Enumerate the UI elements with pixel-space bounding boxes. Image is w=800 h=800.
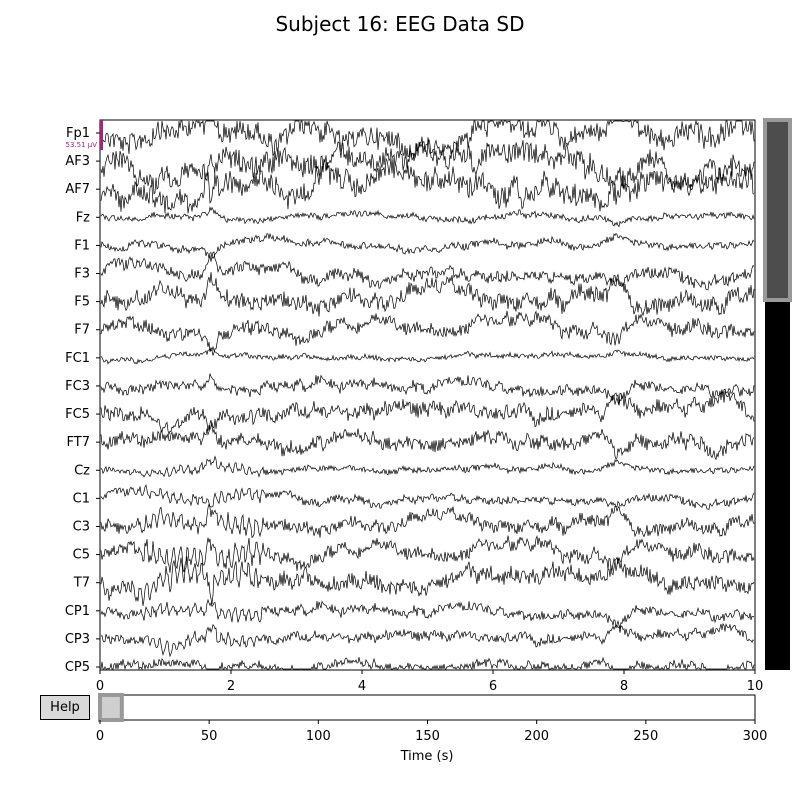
chart-title: Subject 16: EEG Data SD: [275, 12, 525, 36]
overview-tick-label: 150: [415, 729, 440, 744]
channel-label: FC3: [65, 379, 90, 394]
eeg-trace-f1: [100, 232, 755, 262]
eeg-traces: [100, 119, 755, 671]
channel-label: F3: [74, 267, 90, 282]
x-tick-label: 6: [489, 679, 497, 694]
channel-label: F7: [74, 323, 90, 338]
eeg-trace-af3: [100, 137, 755, 205]
channel-label: CP3: [65, 632, 90, 647]
channel-scrollbar-thumb[interactable]: [763, 118, 792, 302]
eeg-trace-c5: [100, 534, 755, 573]
x-tick-label: 4: [358, 679, 366, 694]
channel-label: C1: [73, 491, 90, 506]
channel-label: CP5: [65, 660, 90, 675]
eeg-trace-t7: [100, 556, 755, 606]
eeg-trace-fc5: [100, 390, 755, 436]
x-tick-label: 10: [747, 679, 764, 694]
eeg-trace-fz: [100, 205, 755, 228]
x-tick-label: 0: [96, 679, 104, 694]
eeg-trace-f7: [100, 310, 755, 356]
help-button[interactable]: Help: [40, 695, 90, 720]
x-tick-label: 2: [227, 679, 235, 694]
time-overview-bar[interactable]: [99, 694, 756, 721]
eeg-trace-fc1: [100, 345, 755, 365]
overview-tick-label: 50: [201, 729, 218, 744]
scale-bar: [100, 120, 103, 150]
eeg-trace-af7: [100, 154, 755, 214]
channel-label: AF3: [65, 154, 90, 169]
eeg-trace-ft7: [100, 419, 755, 461]
eeg-trace-fc3: [100, 373, 755, 406]
overview-tick-label: 100: [306, 729, 331, 744]
overview-tick-label: 200: [524, 729, 549, 744]
channel-label: F1: [74, 238, 90, 253]
eeg-trace-f3: [100, 251, 755, 291]
time-overview-window[interactable]: [98, 693, 124, 722]
channel-label: Fp1: [66, 126, 90, 141]
eeg-trace-f5: [100, 272, 755, 317]
eeg-trace-cz: [100, 455, 755, 478]
eeg-trace-cp3: [100, 622, 755, 658]
eeg-trace-cp5: [100, 656, 755, 671]
channel-label: CP1: [65, 604, 90, 619]
channel-label: FC1: [65, 351, 90, 366]
channel-label: C3: [73, 519, 90, 534]
eeg-trace-c1: [100, 484, 755, 510]
channel-label: FC5: [65, 407, 90, 422]
eeg-trace-cp1: [100, 598, 755, 630]
channel-labels: Fp1 AF3 AF7 Fz F1 F3 F5 F7 FC1 FC3 FC5 FT7 Cz C1 C3 C5 T…: [65, 126, 100, 675]
channel-label: Fz: [76, 210, 90, 225]
channel-label: T7: [73, 576, 90, 591]
eeg-trace-c3: [100, 503, 755, 539]
channel-label: F5: [74, 295, 90, 310]
overview-tick-label: 250: [633, 729, 658, 744]
overview-tick-label: 0: [96, 729, 104, 744]
overview-axis-ticks: 0 50 100 150 200 250 300: [96, 720, 768, 744]
overview-xlabel: Time (s): [400, 749, 454, 764]
x-tick-label: 8: [620, 679, 628, 694]
overview-tick-label: 300: [743, 729, 768, 744]
channel-label: FT7: [67, 435, 90, 450]
channel-label: Cz: [74, 463, 90, 478]
channel-label: C5: [73, 548, 90, 563]
scale-bar-label: 53.51 µV: [65, 141, 97, 149]
channel-label: AF7: [65, 182, 90, 197]
x-axis-ticks: 0 2 4 6 8 10: [96, 670, 763, 694]
